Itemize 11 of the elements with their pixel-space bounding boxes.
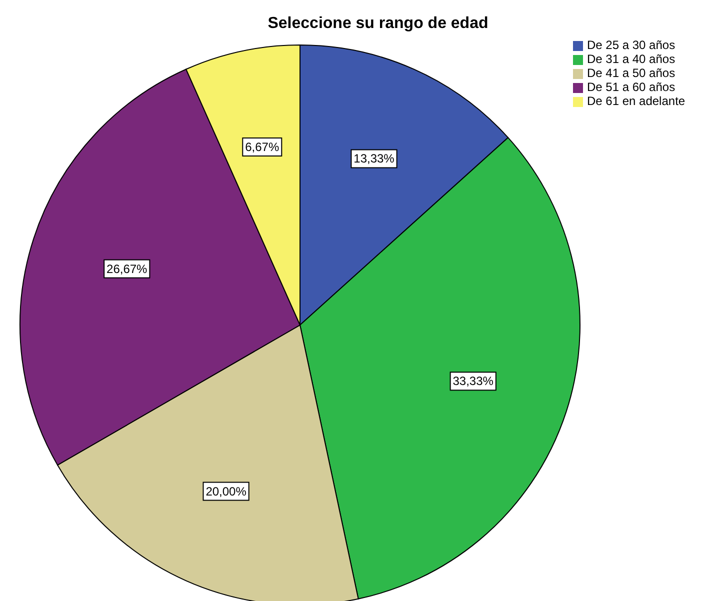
legend-label: De 31 a 40 años — [587, 52, 676, 66]
data-label: 33,33% — [452, 374, 494, 388]
chart-title: Seleccione su rango de edad — [268, 15, 488, 32]
data-label: 13,33% — [354, 152, 395, 166]
legend-label: De 41 a 50 años — [587, 66, 676, 80]
legend-label: De 25 a 30 años — [587, 38, 676, 52]
legend-label: De 61 en adelante — [587, 94, 686, 108]
legend-label: De 51 a 60 años — [587, 80, 676, 94]
data-label: 26,67% — [106, 262, 148, 276]
data-label: 20,00% — [206, 484, 247, 498]
data-label: 6,67% — [245, 140, 280, 154]
